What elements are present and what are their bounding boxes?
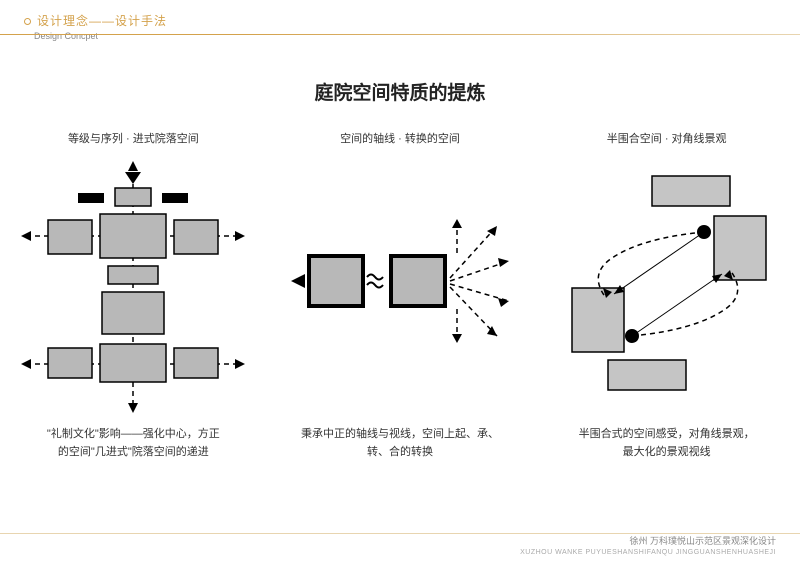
courtyard-grid-svg — [18, 158, 248, 418]
footer-en: XUZHOU WANKE PUYUESHANSHIFANQU JINGGUANS… — [520, 549, 776, 556]
col3-diagram — [552, 158, 782, 418]
column-3: 半围合空间 · 对角线景观 — [533, 130, 800, 490]
col2-diagram — [285, 158, 515, 418]
diagram-columns: 等级与序列 · 进式院落空间 — [0, 130, 800, 490]
col1-caption: "礼制文化"影响——强化中心，方正 的空间"几进式"院落空间的递进 — [35, 426, 232, 461]
col2-caption: 秉承中正的轴线与视线，空间上起、承、 转、合的转换 — [289, 426, 511, 461]
col3-caption: 半围合式的空间感受，对角线景观， 最大化的景观视线 — [567, 426, 767, 461]
diagonal-enclosure-svg — [552, 158, 782, 418]
header-divider — [0, 34, 800, 35]
column-2: 空间的轴线 · 转换的空间 — [267, 130, 534, 490]
header-title-cn: 设计理念——设计手法 — [24, 12, 167, 29]
footer-cn: 徐州 万科璞悦山示范区景观深化设计 — [520, 534, 776, 547]
main-title: 庭院空间特质的提炼 — [0, 78, 800, 105]
col1-title: 等级与序列 · 进式院落空间 — [68, 130, 199, 146]
column-1: 等级与序列 · 进式院落空间 — [0, 130, 267, 490]
page-footer: 徐州 万科璞悦山示范区景观深化设计 XUZHOU WANKE PUYUESHAN… — [520, 534, 776, 556]
col3-title: 半围合空间 · 对角线景观 — [607, 130, 727, 146]
axis-transition-svg — [285, 158, 515, 418]
col2-title: 空间的轴线 · 转换的空间 — [340, 130, 460, 146]
header-title-en: Design Concpet — [34, 31, 167, 41]
page-header: 设计理念——设计手法 Design Concpet — [24, 12, 167, 41]
col1-diagram — [18, 158, 248, 418]
